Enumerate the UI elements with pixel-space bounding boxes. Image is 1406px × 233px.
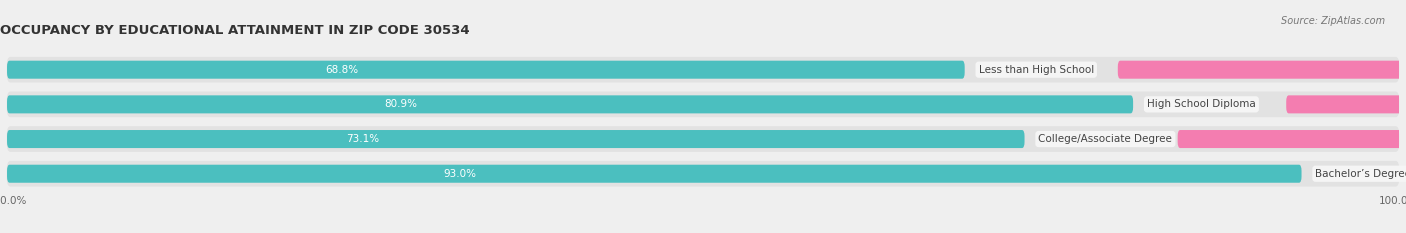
FancyBboxPatch shape (1286, 95, 1406, 113)
FancyBboxPatch shape (7, 130, 1025, 148)
Text: Bachelor’s Degree or higher: Bachelor’s Degree or higher (1316, 169, 1406, 179)
FancyBboxPatch shape (7, 61, 965, 79)
FancyBboxPatch shape (7, 92, 1399, 117)
Text: 68.8%: 68.8% (326, 65, 359, 75)
FancyBboxPatch shape (7, 95, 1133, 113)
FancyBboxPatch shape (7, 161, 1399, 187)
Text: Less than High School: Less than High School (979, 65, 1094, 75)
Text: OCCUPANCY BY EDUCATIONAL ATTAINMENT IN ZIP CODE 30534: OCCUPANCY BY EDUCATIONAL ATTAINMENT IN Z… (0, 24, 470, 37)
Text: College/Associate Degree: College/Associate Degree (1039, 134, 1173, 144)
FancyBboxPatch shape (1178, 130, 1406, 148)
Text: 80.9%: 80.9% (385, 99, 418, 109)
Text: 93.0%: 93.0% (444, 169, 477, 179)
Text: High School Diploma: High School Diploma (1147, 99, 1256, 109)
FancyBboxPatch shape (1118, 61, 1406, 79)
FancyBboxPatch shape (7, 126, 1399, 152)
FancyBboxPatch shape (7, 57, 1399, 82)
Text: 73.1%: 73.1% (347, 134, 380, 144)
Text: Source: ZipAtlas.com: Source: ZipAtlas.com (1281, 16, 1385, 26)
FancyBboxPatch shape (7, 165, 1302, 183)
